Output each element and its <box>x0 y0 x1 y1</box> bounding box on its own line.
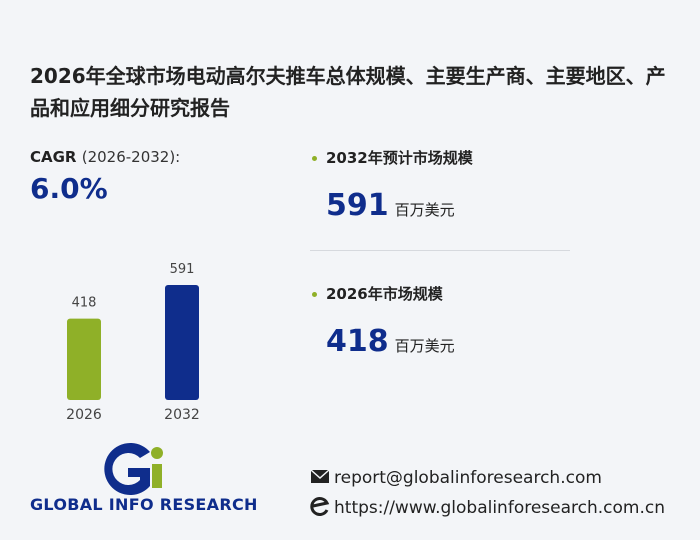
x-tick-label: 2032 <box>164 407 200 423</box>
bullet <box>312 292 317 297</box>
mail-icon <box>310 469 330 483</box>
cagr-period: (2026-2032): <box>81 148 181 166</box>
logo-text: GLOBAL INFO RESEARCH <box>30 495 258 514</box>
title: 2026年全球市场电动高尔夫推车总体规模、主要生产商、主要地区、产品和应用细分研… <box>30 64 666 120</box>
stat-unit: 百万美元 <box>394 337 455 355</box>
divider <box>310 250 570 251</box>
cagr-name: CAGR <box>30 148 77 166</box>
bar <box>67 318 101 400</box>
stat-value: 418 百万美元 <box>326 324 455 359</box>
stat-unit: 百万美元 <box>394 201 455 219</box>
stat-number: 418 <box>326 324 389 359</box>
bar <box>165 285 199 400</box>
stat-label: 2026年市场规模 <box>326 285 443 303</box>
cagr-label: CAGR (2026-2032): <box>30 148 180 166</box>
cagr-value: 6.0% <box>30 172 108 205</box>
stat-number: 591 <box>326 188 389 223</box>
website: https://www.globalinforesearch.com.cn <box>334 498 666 518</box>
stat-label: 2032年预计市场规模 <box>326 149 473 167</box>
stat-value: 591 百万美元 <box>326 188 455 223</box>
web-icon <box>310 497 330 516</box>
logo-mark <box>104 443 163 496</box>
x-tick-label: 2026 <box>66 407 102 423</box>
bar-label: 591 <box>170 262 195 277</box>
bar-label: 418 <box>72 296 97 311</box>
email: report@globalinforesearch.com <box>334 468 602 488</box>
bullet <box>312 156 317 161</box>
